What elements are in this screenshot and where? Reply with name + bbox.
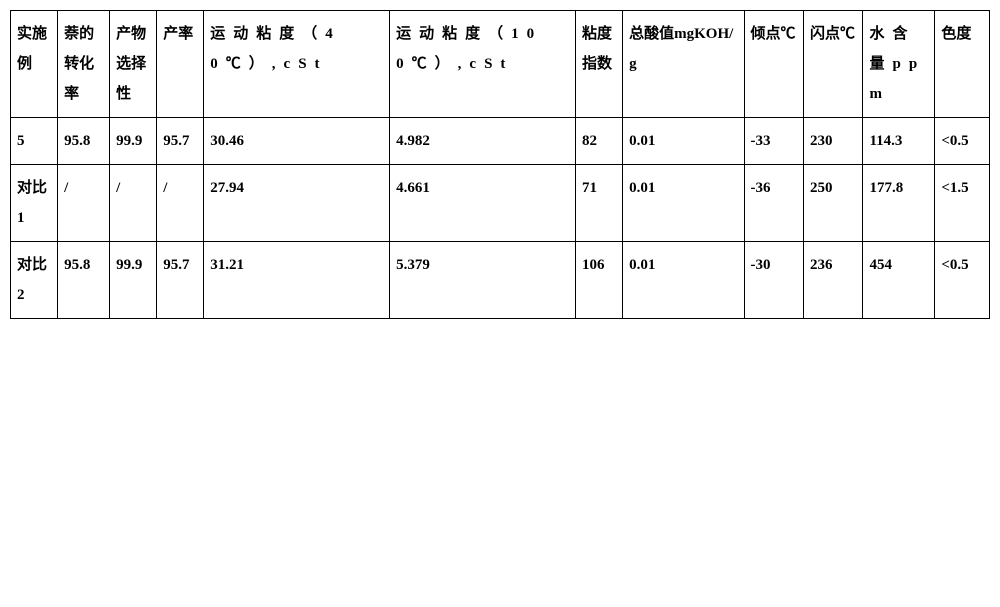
col-header: 水含量ppm <box>863 11 935 118</box>
cell: <0.5 <box>935 118 990 165</box>
cell: -33 <box>744 118 803 165</box>
cell: 5 <box>11 118 58 165</box>
cell: 71 <box>576 165 623 242</box>
col-header: 产物选择性 <box>110 11 157 118</box>
cell: 454 <box>863 242 935 319</box>
cell: 31.21 <box>204 242 390 319</box>
cell: 对比1 <box>11 165 58 242</box>
cell: <0.5 <box>935 242 990 319</box>
col-header: 运动粘度（40℃）,cSt <box>204 11 390 118</box>
col-header: 总酸值mgKOH/g <box>623 11 744 118</box>
col-header: 闪点℃ <box>804 11 863 118</box>
cell: 4.661 <box>390 165 576 242</box>
col-header: 实施例 <box>11 11 58 118</box>
cell: -30 <box>744 242 803 319</box>
cell: 177.8 <box>863 165 935 242</box>
cell: -36 <box>744 165 803 242</box>
cell: / <box>110 165 157 242</box>
table-row: 5 95.8 99.9 95.7 30.46 4.982 82 0.01 -33… <box>11 118 990 165</box>
col-header: 运动粘度（100℃）,cSt <box>390 11 576 118</box>
col-header: 粘度指数 <box>576 11 623 118</box>
table-header-row: 实施例 萘的转化率 产物选择性 产率 运动粘度（40℃）,cSt 运动粘度（10… <box>11 11 990 118</box>
data-table: 实施例 萘的转化率 产物选择性 产率 运动粘度（40℃）,cSt 运动粘度（10… <box>10 10 990 319</box>
col-header: 产率 <box>157 11 204 118</box>
cell: 99.9 <box>110 118 157 165</box>
cell: 95.8 <box>58 118 110 165</box>
cell: 0.01 <box>623 118 744 165</box>
col-header: 色度 <box>935 11 990 118</box>
cell: 30.46 <box>204 118 390 165</box>
table-row: 对比2 95.8 99.9 95.7 31.21 5.379 106 0.01 … <box>11 242 990 319</box>
table-row: 对比1 / / / 27.94 4.661 71 0.01 -36 250 17… <box>11 165 990 242</box>
cell: 对比2 <box>11 242 58 319</box>
cell: 0.01 <box>623 242 744 319</box>
cell: 95.7 <box>157 242 204 319</box>
cell: 250 <box>804 165 863 242</box>
col-header: 萘的转化率 <box>58 11 110 118</box>
cell: 4.982 <box>390 118 576 165</box>
cell: <1.5 <box>935 165 990 242</box>
col-header: 倾点℃ <box>744 11 803 118</box>
cell: / <box>58 165 110 242</box>
cell: 27.94 <box>204 165 390 242</box>
cell: 106 <box>576 242 623 319</box>
cell: 236 <box>804 242 863 319</box>
cell: 95.7 <box>157 118 204 165</box>
cell: 82 <box>576 118 623 165</box>
cell: 5.379 <box>390 242 576 319</box>
cell: 99.9 <box>110 242 157 319</box>
cell: / <box>157 165 204 242</box>
cell: 95.8 <box>58 242 110 319</box>
cell: 230 <box>804 118 863 165</box>
cell: 114.3 <box>863 118 935 165</box>
cell: 0.01 <box>623 165 744 242</box>
